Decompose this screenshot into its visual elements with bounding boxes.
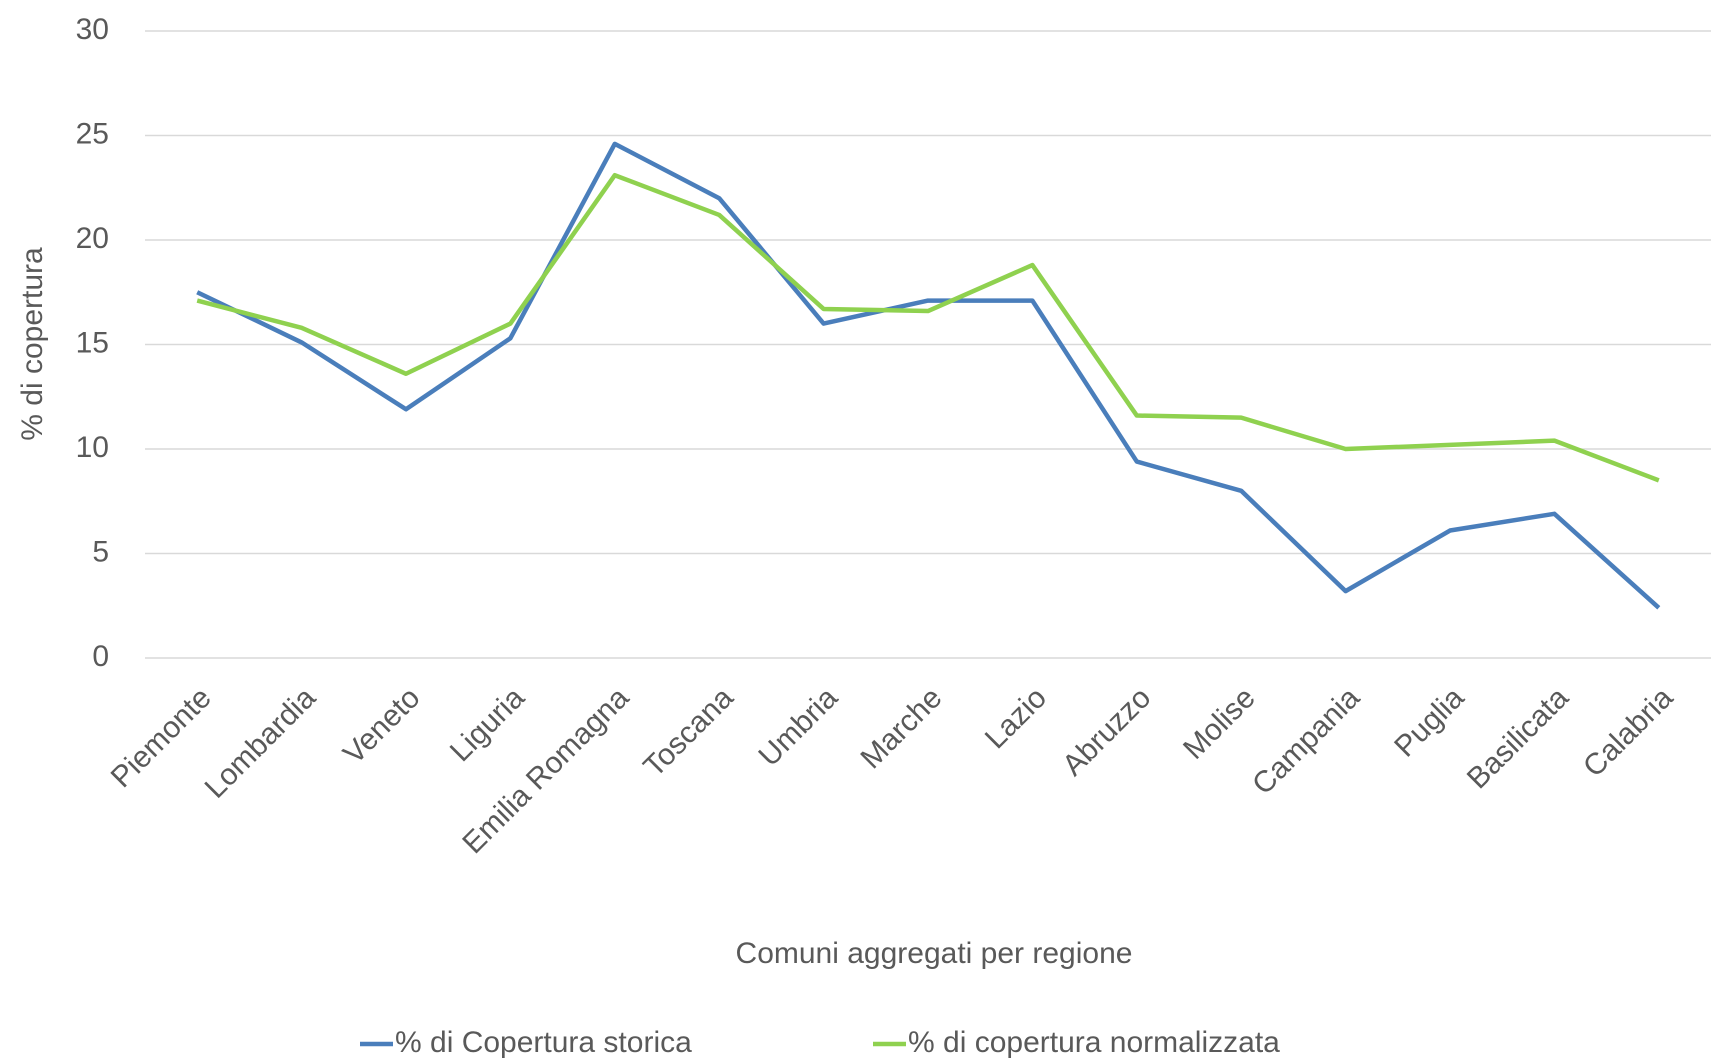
x-tick-label: Lazio: [979, 681, 1053, 755]
x-tick-label: Marche: [854, 681, 948, 775]
x-tick-label: Basilicata: [1461, 681, 1575, 795]
y-tick-label: 5: [92, 535, 109, 568]
x-tick-label: Toscana: [637, 681, 740, 784]
data-line: [196, 172, 1660, 483]
y-tick-label: 15: [76, 326, 109, 359]
y-tick-label: 20: [76, 222, 109, 255]
x-axis-title: Comuni aggregati per regione: [736, 937, 1133, 970]
x-tick-label: Molise: [1177, 681, 1262, 766]
x-tick-label: Piemonte: [105, 681, 218, 794]
y-axis-title: % di copertura: [16, 247, 49, 441]
x-tick-label: Campania: [1246, 681, 1366, 801]
y-tick-label: 25: [76, 117, 109, 150]
legend-label: % di copertura normalizzata: [908, 1026, 1280, 1059]
x-tick-label: Calabria: [1577, 681, 1680, 784]
legend-label: % di Copertura storica: [395, 1026, 692, 1059]
x-tick-label: Lombardia: [199, 681, 323, 805]
y-tick-label: 0: [92, 640, 109, 673]
y-tick-label: 10: [76, 431, 109, 464]
x-tick-label: Veneto: [337, 681, 426, 770]
x-tick-label: Umbria: [752, 681, 844, 773]
x-tick-label: Liguria: [444, 681, 531, 768]
x-tick-label: Abruzzo: [1056, 681, 1157, 782]
data-line: [196, 141, 1661, 610]
x-tick-label: Puglia: [1388, 681, 1471, 764]
y-tick-label: 30: [76, 13, 109, 46]
